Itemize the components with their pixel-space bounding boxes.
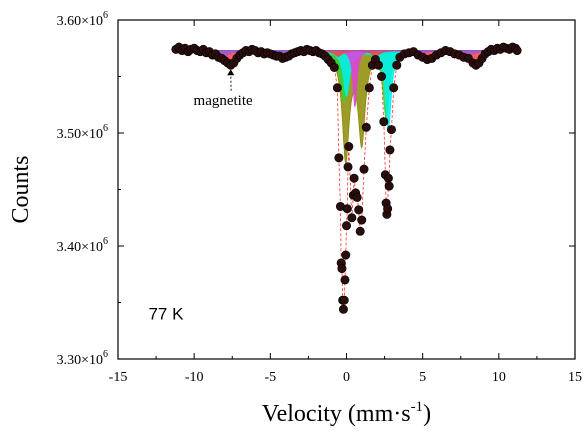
y-tick-label: 3.60×106 [57,10,108,29]
data-point [356,227,364,235]
data-point [339,305,347,313]
data-point [348,214,356,222]
x-axis-title: Velocity (mm·s-1) [262,399,431,427]
y-tick-label: 3.50×106 [57,123,108,142]
y-axis-title: Counts [8,155,34,223]
data-point [343,205,351,213]
y-tick-label: 3.40×106 [57,236,108,255]
data-point [358,216,366,224]
data-point [354,206,362,214]
x-tick-label: 15 [568,370,582,385]
data-point [385,182,393,190]
data-point [365,84,373,92]
data-point [374,61,382,69]
data-point [350,174,358,182]
data-point [330,63,338,71]
data-point [335,154,343,162]
data-point [342,221,350,229]
x-tick-label: -15 [109,370,128,385]
data-point [362,123,370,131]
text-layer: -15 -10 -5 0 5 10 15 3.30×106 3.40×106 3.50×106 3.… [8,10,582,427]
data-point [384,174,392,182]
data-point [345,142,353,150]
annotation-magnetite: magnetite [194,93,253,109]
data-point [340,296,348,304]
x-tick-label: 5 [419,370,426,385]
data-point [344,163,352,171]
x-tick-label: 0 [343,370,350,385]
data-point [390,84,398,92]
data-point [393,61,401,69]
x-tick-label: -10 [185,370,204,385]
x-tick-label: -5 [264,370,276,385]
y-tick-label: 3.30×106 [57,349,108,368]
data-point [333,84,341,92]
data-point [338,264,346,272]
data-point [386,146,394,154]
data-point [377,72,385,80]
data-point [383,205,391,213]
data-point [360,165,368,173]
data-point [353,193,361,201]
annotation-temperature: 77 K [148,304,184,323]
data-point [342,251,350,259]
data-point [341,276,349,284]
x-tick-label: 10 [492,370,506,385]
data-point [380,118,388,126]
data-point [387,125,395,133]
annotation-arrow-head [227,69,234,75]
data-point [513,46,521,54]
